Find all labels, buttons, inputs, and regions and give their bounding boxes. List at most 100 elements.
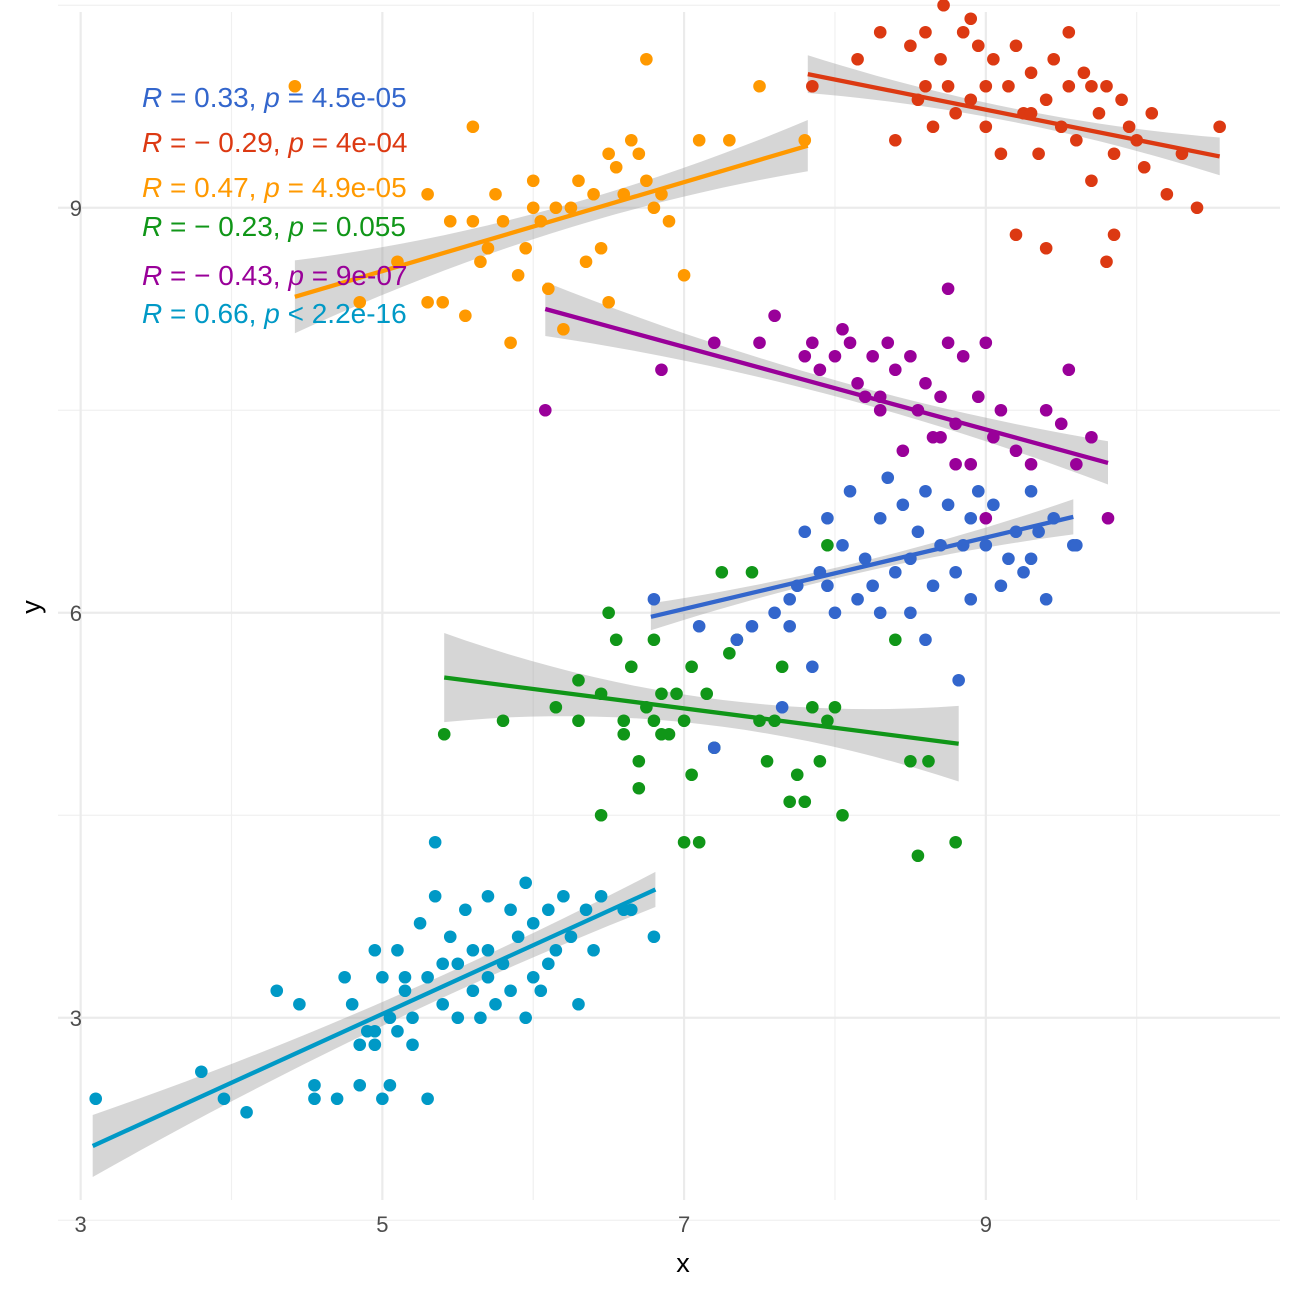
- data-point: [466, 214, 480, 228]
- stat-label: R = 0.47, p = 4.9e-05: [142, 172, 407, 203]
- data-point: [474, 255, 487, 269]
- data-point: [345, 997, 359, 1011]
- data-point: [496, 714, 510, 728]
- stat-space: [280, 172, 288, 203]
- stat-r-value: − 0.23: [194, 211, 273, 242]
- data-point: [647, 592, 661, 606]
- data-points: [89, 0, 1226, 1119]
- data-point: [270, 984, 284, 998]
- data-point: [1039, 241, 1053, 255]
- data-point: [1100, 79, 1113, 93]
- stat-label: R = − 0.43, p = 9e-07: [142, 260, 407, 291]
- stat-p-symbol: p: [263, 82, 280, 113]
- stat-separator: ,: [273, 260, 289, 291]
- data-point: [971, 39, 985, 53]
- data-point: [979, 538, 993, 552]
- data-point: [685, 660, 698, 674]
- data-point: [353, 1078, 367, 1092]
- data-point: [1160, 187, 1174, 201]
- data-point: [821, 511, 834, 525]
- data-point: [821, 579, 834, 593]
- data-point: [904, 606, 917, 620]
- data-point: [941, 282, 955, 296]
- data-point: [1039, 403, 1053, 417]
- data-point: [677, 714, 691, 728]
- stat-p-operator: =: [288, 172, 304, 203]
- data-point: [459, 903, 472, 917]
- data-point: [1107, 147, 1121, 161]
- data-point: [941, 498, 955, 512]
- data-point: [821, 714, 834, 728]
- data-point: [1009, 228, 1023, 242]
- data-point: [330, 1092, 344, 1106]
- data-point: [617, 714, 631, 728]
- data-point: [745, 565, 759, 579]
- data-point: [888, 363, 902, 377]
- data-point: [406, 1011, 419, 1025]
- data-point: [443, 214, 457, 228]
- stat-space: [304, 260, 312, 291]
- data-point: [557, 322, 570, 336]
- stat-p-operator: =: [312, 260, 328, 291]
- data-point: [1062, 363, 1076, 377]
- data-point: [730, 633, 744, 647]
- data-point: [481, 889, 495, 903]
- data-point: [919, 376, 932, 390]
- data-point: [308, 1092, 321, 1106]
- data-point: [798, 795, 812, 809]
- data-point: [685, 768, 698, 782]
- data-point: [1137, 160, 1151, 174]
- stat-space: [304, 211, 312, 242]
- data-point: [632, 781, 646, 795]
- stat-r-value: 0.47: [194, 172, 249, 203]
- stat-space: [328, 127, 336, 158]
- data-point: [391, 1024, 404, 1038]
- data-point: [798, 525, 812, 539]
- data-point: [519, 1011, 532, 1025]
- data-point: [768, 309, 781, 323]
- data-point: [919, 25, 932, 39]
- data-point: [594, 241, 608, 255]
- data-point: [594, 808, 608, 822]
- data-point: [481, 241, 495, 255]
- regression-line: [91, 887, 657, 1148]
- data-point: [1101, 511, 1115, 525]
- data-point: [602, 147, 615, 161]
- x-tick-label: 3: [75, 1212, 87, 1237]
- data-point: [994, 403, 1008, 417]
- confidence-band: [92, 871, 656, 1177]
- data-point: [217, 1092, 231, 1106]
- data-point: [1107, 228, 1121, 242]
- data-point: [813, 363, 827, 377]
- data-point: [806, 700, 819, 714]
- data-point: [572, 174, 585, 188]
- data-point: [1039, 592, 1053, 606]
- data-point: [1009, 444, 1023, 458]
- data-point: [534, 984, 548, 998]
- data-point: [1070, 538, 1083, 552]
- stat-r-value: 0.66: [194, 298, 249, 329]
- data-point: [421, 1092, 434, 1106]
- stat-r-symbol: R: [142, 211, 162, 242]
- data-point: [437, 727, 451, 741]
- stat-label: R = − 0.29, p = 4e-04: [142, 127, 407, 158]
- x-tick-label: 7: [678, 1212, 690, 1237]
- data-point: [941, 79, 955, 93]
- data-point: [436, 295, 450, 309]
- data-point: [526, 201, 540, 215]
- data-point: [655, 363, 668, 377]
- regression-line: [544, 306, 1109, 465]
- data-point: [1100, 255, 1113, 269]
- data-point: [775, 660, 789, 674]
- data-point: [398, 970, 412, 984]
- data-point: [896, 444, 910, 458]
- data-point: [1122, 120, 1136, 134]
- data-point: [549, 201, 563, 215]
- data-point: [919, 633, 932, 647]
- data-point: [376, 1092, 389, 1106]
- data-point: [640, 174, 653, 188]
- data-point: [383, 1011, 397, 1025]
- data-point: [1062, 79, 1076, 93]
- x-axis-title: x: [676, 1248, 690, 1278]
- data-point: [934, 390, 947, 404]
